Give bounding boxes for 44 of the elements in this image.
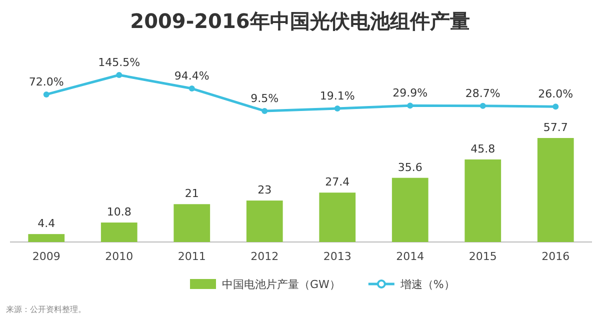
data-label: 45.8 xyxy=(470,142,496,156)
bar xyxy=(246,200,283,242)
source-note: 来源：公开资料整理。 xyxy=(6,305,86,314)
point xyxy=(334,105,340,112)
legend-label: 增速（%） xyxy=(399,278,455,291)
x-tick-label: 2011 xyxy=(178,250,206,263)
bar xyxy=(319,192,356,242)
data-label: 35.6 xyxy=(398,160,422,174)
point xyxy=(188,86,195,92)
data-label: 27.4 xyxy=(325,176,350,189)
point xyxy=(552,104,559,110)
data-label: 94.4% xyxy=(174,70,210,83)
data-label: 9.5% xyxy=(250,92,279,105)
bar xyxy=(392,178,428,242)
data-label: 19.1% xyxy=(320,89,355,102)
point xyxy=(116,72,122,78)
point xyxy=(262,108,268,114)
point xyxy=(480,102,486,109)
data-label: 21 xyxy=(184,187,199,200)
bar xyxy=(100,222,138,242)
data-label: 57.7 xyxy=(543,121,568,134)
x-tick-label: 2015 xyxy=(468,250,497,263)
data-label: 145.5% xyxy=(98,56,140,69)
point xyxy=(407,102,414,109)
legend-label: 中国电池片产量（GW） xyxy=(222,278,340,291)
x-tick-label: 2016 xyxy=(542,250,570,263)
data-label: 28.7% xyxy=(465,86,500,100)
bar xyxy=(28,234,65,242)
data-label: 23 xyxy=(258,184,272,197)
x-tick-label: 2010 xyxy=(105,250,134,263)
x-tick-label: 2009 xyxy=(32,250,60,263)
point xyxy=(43,91,50,98)
chart-title: 2009-2016年中国光伏电池组件产量 xyxy=(130,9,470,33)
x-tick-label: 2013 xyxy=(323,250,352,263)
data-label: 72.0% xyxy=(28,75,64,88)
x-tick-label: 2014 xyxy=(396,250,424,263)
data-label: 10.8 xyxy=(106,206,132,219)
bar xyxy=(464,159,502,242)
x-tick-label: 2012 xyxy=(250,250,279,263)
data-label: 26.0% xyxy=(538,88,574,101)
bar xyxy=(537,138,574,242)
bar xyxy=(174,204,210,242)
data-label: 4.4 xyxy=(38,217,56,230)
data-label: 29.9% xyxy=(392,86,428,100)
